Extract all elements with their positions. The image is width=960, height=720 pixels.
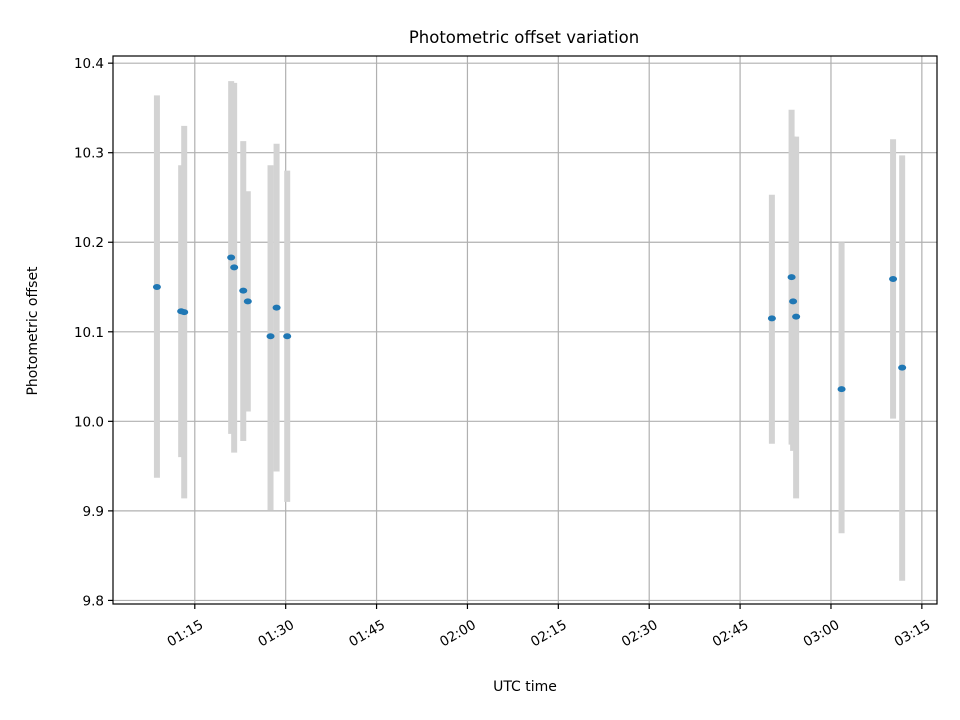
data-point [787,274,796,281]
y-tick-label: 10.1 [74,325,104,341]
data-point [266,333,275,340]
x-axis-label: UTC time [493,679,557,695]
data-point [889,275,898,282]
data-point [789,298,798,305]
x-tick-label: 02:00 [437,617,479,650]
y-axis-label: Photometric offset [25,266,41,396]
data-point [767,315,776,322]
x-tick-label: 03:15 [892,617,934,650]
data-point [239,287,248,294]
y-tick-label: 10.2 [74,235,104,251]
x-tick-label: 02:45 [710,617,752,650]
data-point [837,386,846,393]
chart-title: Photometric offset variation [409,28,639,47]
data-point [792,313,801,320]
y-tick-label: 9.8 [83,593,104,609]
y-axis-ticks: 9.8 9.9 10.0 10.1 10.2 10.3 10.4 [74,56,113,609]
y-tick-label: 9.9 [83,504,104,520]
data-point [152,284,161,291]
x-tick-label: 03:00 [801,617,843,650]
data-point [272,304,281,311]
data-point [230,264,239,271]
grid [113,56,937,604]
y-tick-label: 10.4 [74,56,104,72]
error-bars [153,81,906,581]
x-tick-label: 01:45 [346,617,388,650]
data-points [152,254,907,393]
x-tick-label: 02:30 [619,617,661,650]
data-point [227,254,236,261]
y-tick-label: 10.0 [74,414,104,430]
x-tick-label: 01:15 [165,617,207,650]
data-point [243,298,252,305]
y-tick-label: 10.3 [74,146,104,162]
x-tick-label: 01:30 [255,617,297,650]
x-axis-ticks: 01:15 01:30 01:45 02:00 02:15 02:30 02:45 03:00… [165,604,934,650]
data-point [283,333,292,340]
x-tick-label: 02:15 [528,617,570,650]
data-point [898,364,907,371]
data-point [180,309,189,316]
plot-frame [112,55,938,605]
